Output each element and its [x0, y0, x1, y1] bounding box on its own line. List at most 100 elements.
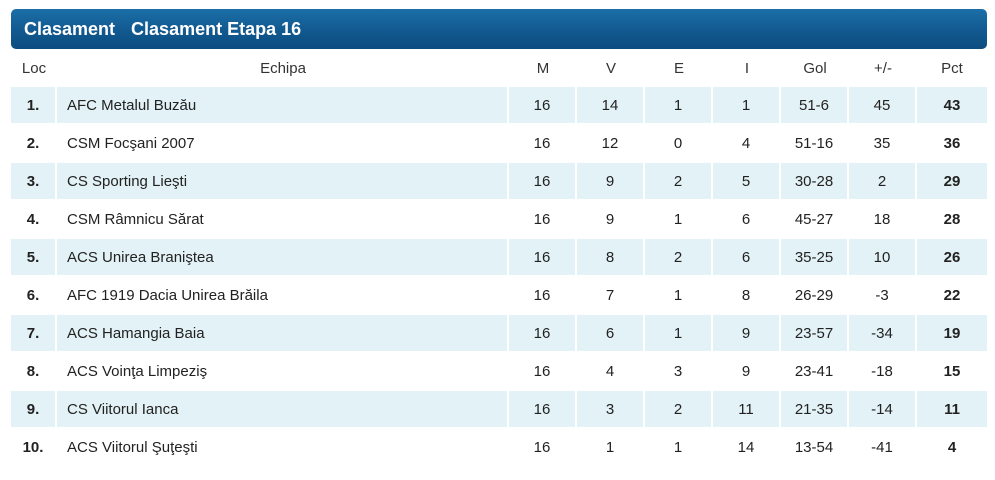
- col-header-v: V: [605, 60, 616, 77]
- cell-goals: 23-41: [781, 353, 849, 391]
- cell-draws: 1: [645, 315, 713, 353]
- cell-loc: 4.: [11, 201, 57, 239]
- cell-wins: 8: [577, 239, 645, 277]
- cell-played: 16: [509, 239, 577, 277]
- cell-losses: 1: [713, 87, 781, 125]
- cell-wins: 9: [577, 201, 645, 239]
- table-row: 4. CSM Râmnicu Sărat 16 9 1 6 45-27 18 28: [11, 201, 987, 239]
- standings-body: 1. AFC Metalul Buzău 16 14 1 1 51-6 45 43 2. CSM F…: [11, 87, 987, 467]
- cell-draws: 0: [645, 125, 713, 163]
- col-header-team: Echipa: [260, 60, 306, 77]
- col-header-loc: Loc: [21, 60, 47, 77]
- cell-team[interactable]: CSM Focşani 2007: [57, 125, 509, 163]
- cell-points: 26: [917, 239, 987, 277]
- cell-draws: 1: [645, 201, 713, 239]
- cell-loc: 5.: [11, 239, 57, 277]
- cell-losses: 11: [713, 391, 781, 429]
- cell-wins: 3: [577, 391, 645, 429]
- cell-losses: 5: [713, 163, 781, 201]
- cell-losses: 6: [713, 201, 781, 239]
- cell-wins: 9: [577, 163, 645, 201]
- header-subtitle[interactable]: Clasament Etapa 16: [131, 19, 302, 39]
- cell-loc: 6.: [11, 277, 57, 315]
- cell-goals: 51-6: [781, 87, 849, 125]
- cell-losses: 9: [713, 315, 781, 353]
- cell-wins: 6: [577, 315, 645, 353]
- table-row: 1. AFC Metalul Buzău 16 14 1 1 51-6 45 43: [11, 87, 987, 125]
- cell-goal-diff: 2: [849, 163, 917, 201]
- cell-draws: 3: [645, 353, 713, 391]
- cell-goals: 23-57: [781, 315, 849, 353]
- cell-losses: 6: [713, 239, 781, 277]
- cell-team[interactable]: ACS Unirea Braniştea: [57, 239, 509, 277]
- cell-loc: 10.: [11, 429, 57, 467]
- table-row: 8. ACS Voinţa Limpeziş 16 4 3 9 23-41 -18 15: [11, 353, 987, 391]
- cell-points: 19: [917, 315, 987, 353]
- header-title[interactable]: Clasament: [24, 19, 116, 39]
- cell-played: 16: [509, 201, 577, 239]
- col-header-e: E: [673, 60, 684, 77]
- col-header-diff: +/-: [874, 60, 892, 77]
- cell-points: 11: [917, 391, 987, 429]
- cell-goal-diff: 18: [849, 201, 917, 239]
- cell-team[interactable]: ACS Hamangia Baia: [57, 315, 509, 353]
- cell-goal-diff: -14: [849, 391, 917, 429]
- cell-draws: 2: [645, 239, 713, 277]
- cell-team[interactable]: ACS Viitorul Şuţeşti: [57, 429, 509, 467]
- table-row: 9. CS Viitorul Ianca 16 3 2 11 21-35 -14 11: [11, 391, 987, 429]
- standings-header: Clasament Clasament Etapa 16: [11, 9, 987, 49]
- cell-draws: 1: [645, 87, 713, 125]
- cell-loc: 3.: [11, 163, 57, 201]
- cell-wins: 1: [577, 429, 645, 467]
- cell-points: 29: [917, 163, 987, 201]
- cell-team[interactable]: CSM Râmnicu Sărat: [57, 201, 509, 239]
- cell-goal-diff: 10: [849, 239, 917, 277]
- cell-played: 16: [509, 87, 577, 125]
- table-row: 5. ACS Unirea Braniştea 16 8 2 6 35-25 10 26: [11, 239, 987, 277]
- standings-table: Loc Echipa M V E I Gol +/- Pct 1. AFC Met…: [11, 50, 987, 467]
- table-header-row: Loc Echipa M V E I Gol +/- Pct: [11, 50, 987, 87]
- cell-points: 36: [917, 125, 987, 163]
- cell-losses: 8: [713, 277, 781, 315]
- cell-losses: 9: [713, 353, 781, 391]
- cell-goals: 51-16: [781, 125, 849, 163]
- cell-goals: 30-28: [781, 163, 849, 201]
- cell-team[interactable]: ACS Voinţa Limpeziş: [57, 353, 509, 391]
- cell-points: 4: [917, 429, 987, 467]
- cell-wins: 4: [577, 353, 645, 391]
- cell-draws: 2: [645, 391, 713, 429]
- col-header-gol: Gol: [803, 60, 827, 77]
- cell-losses: 14: [713, 429, 781, 467]
- cell-team[interactable]: AFC 1919 Dacia Unirea Brăila: [57, 277, 509, 315]
- cell-played: 16: [509, 125, 577, 163]
- cell-goals: 45-27: [781, 201, 849, 239]
- cell-loc: 1.: [11, 87, 57, 125]
- cell-team[interactable]: CS Sporting Lieşti: [57, 163, 509, 201]
- table-row: 3. CS Sporting Lieşti 16 9 2 5 30-28 2 29: [11, 163, 987, 201]
- cell-goal-diff: 35: [849, 125, 917, 163]
- cell-played: 16: [509, 391, 577, 429]
- col-header-m: M: [536, 60, 550, 77]
- col-header-i: I: [744, 60, 750, 77]
- table-row: 7. ACS Hamangia Baia 16 6 1 9 23-57 -34 19: [11, 315, 987, 353]
- cell-draws: 1: [645, 429, 713, 467]
- cell-team[interactable]: CS Viitorul Ianca: [57, 391, 509, 429]
- cell-loc: 8.: [11, 353, 57, 391]
- cell-goals: 26-29: [781, 277, 849, 315]
- cell-loc: 2.: [11, 125, 57, 163]
- cell-wins: 7: [577, 277, 645, 315]
- cell-wins: 12: [577, 125, 645, 163]
- col-header-pct: Pct: [941, 60, 963, 77]
- cell-team[interactable]: AFC Metalul Buzău: [57, 87, 509, 125]
- cell-played: 16: [509, 315, 577, 353]
- cell-goals: 21-35: [781, 391, 849, 429]
- table-row: 10. ACS Viitorul Şuţeşti 16 1 1 14 13-54 -41 4: [11, 429, 987, 467]
- cell-goal-diff: 45: [849, 87, 917, 125]
- cell-played: 16: [509, 429, 577, 467]
- cell-points: 22: [917, 277, 987, 315]
- cell-draws: 1: [645, 277, 713, 315]
- cell-goal-diff: -3: [849, 277, 917, 315]
- cell-points: 43: [917, 87, 987, 125]
- table-row: 6. AFC 1919 Dacia Unirea Brăila 16 7 1 8 26-29…: [11, 277, 987, 315]
